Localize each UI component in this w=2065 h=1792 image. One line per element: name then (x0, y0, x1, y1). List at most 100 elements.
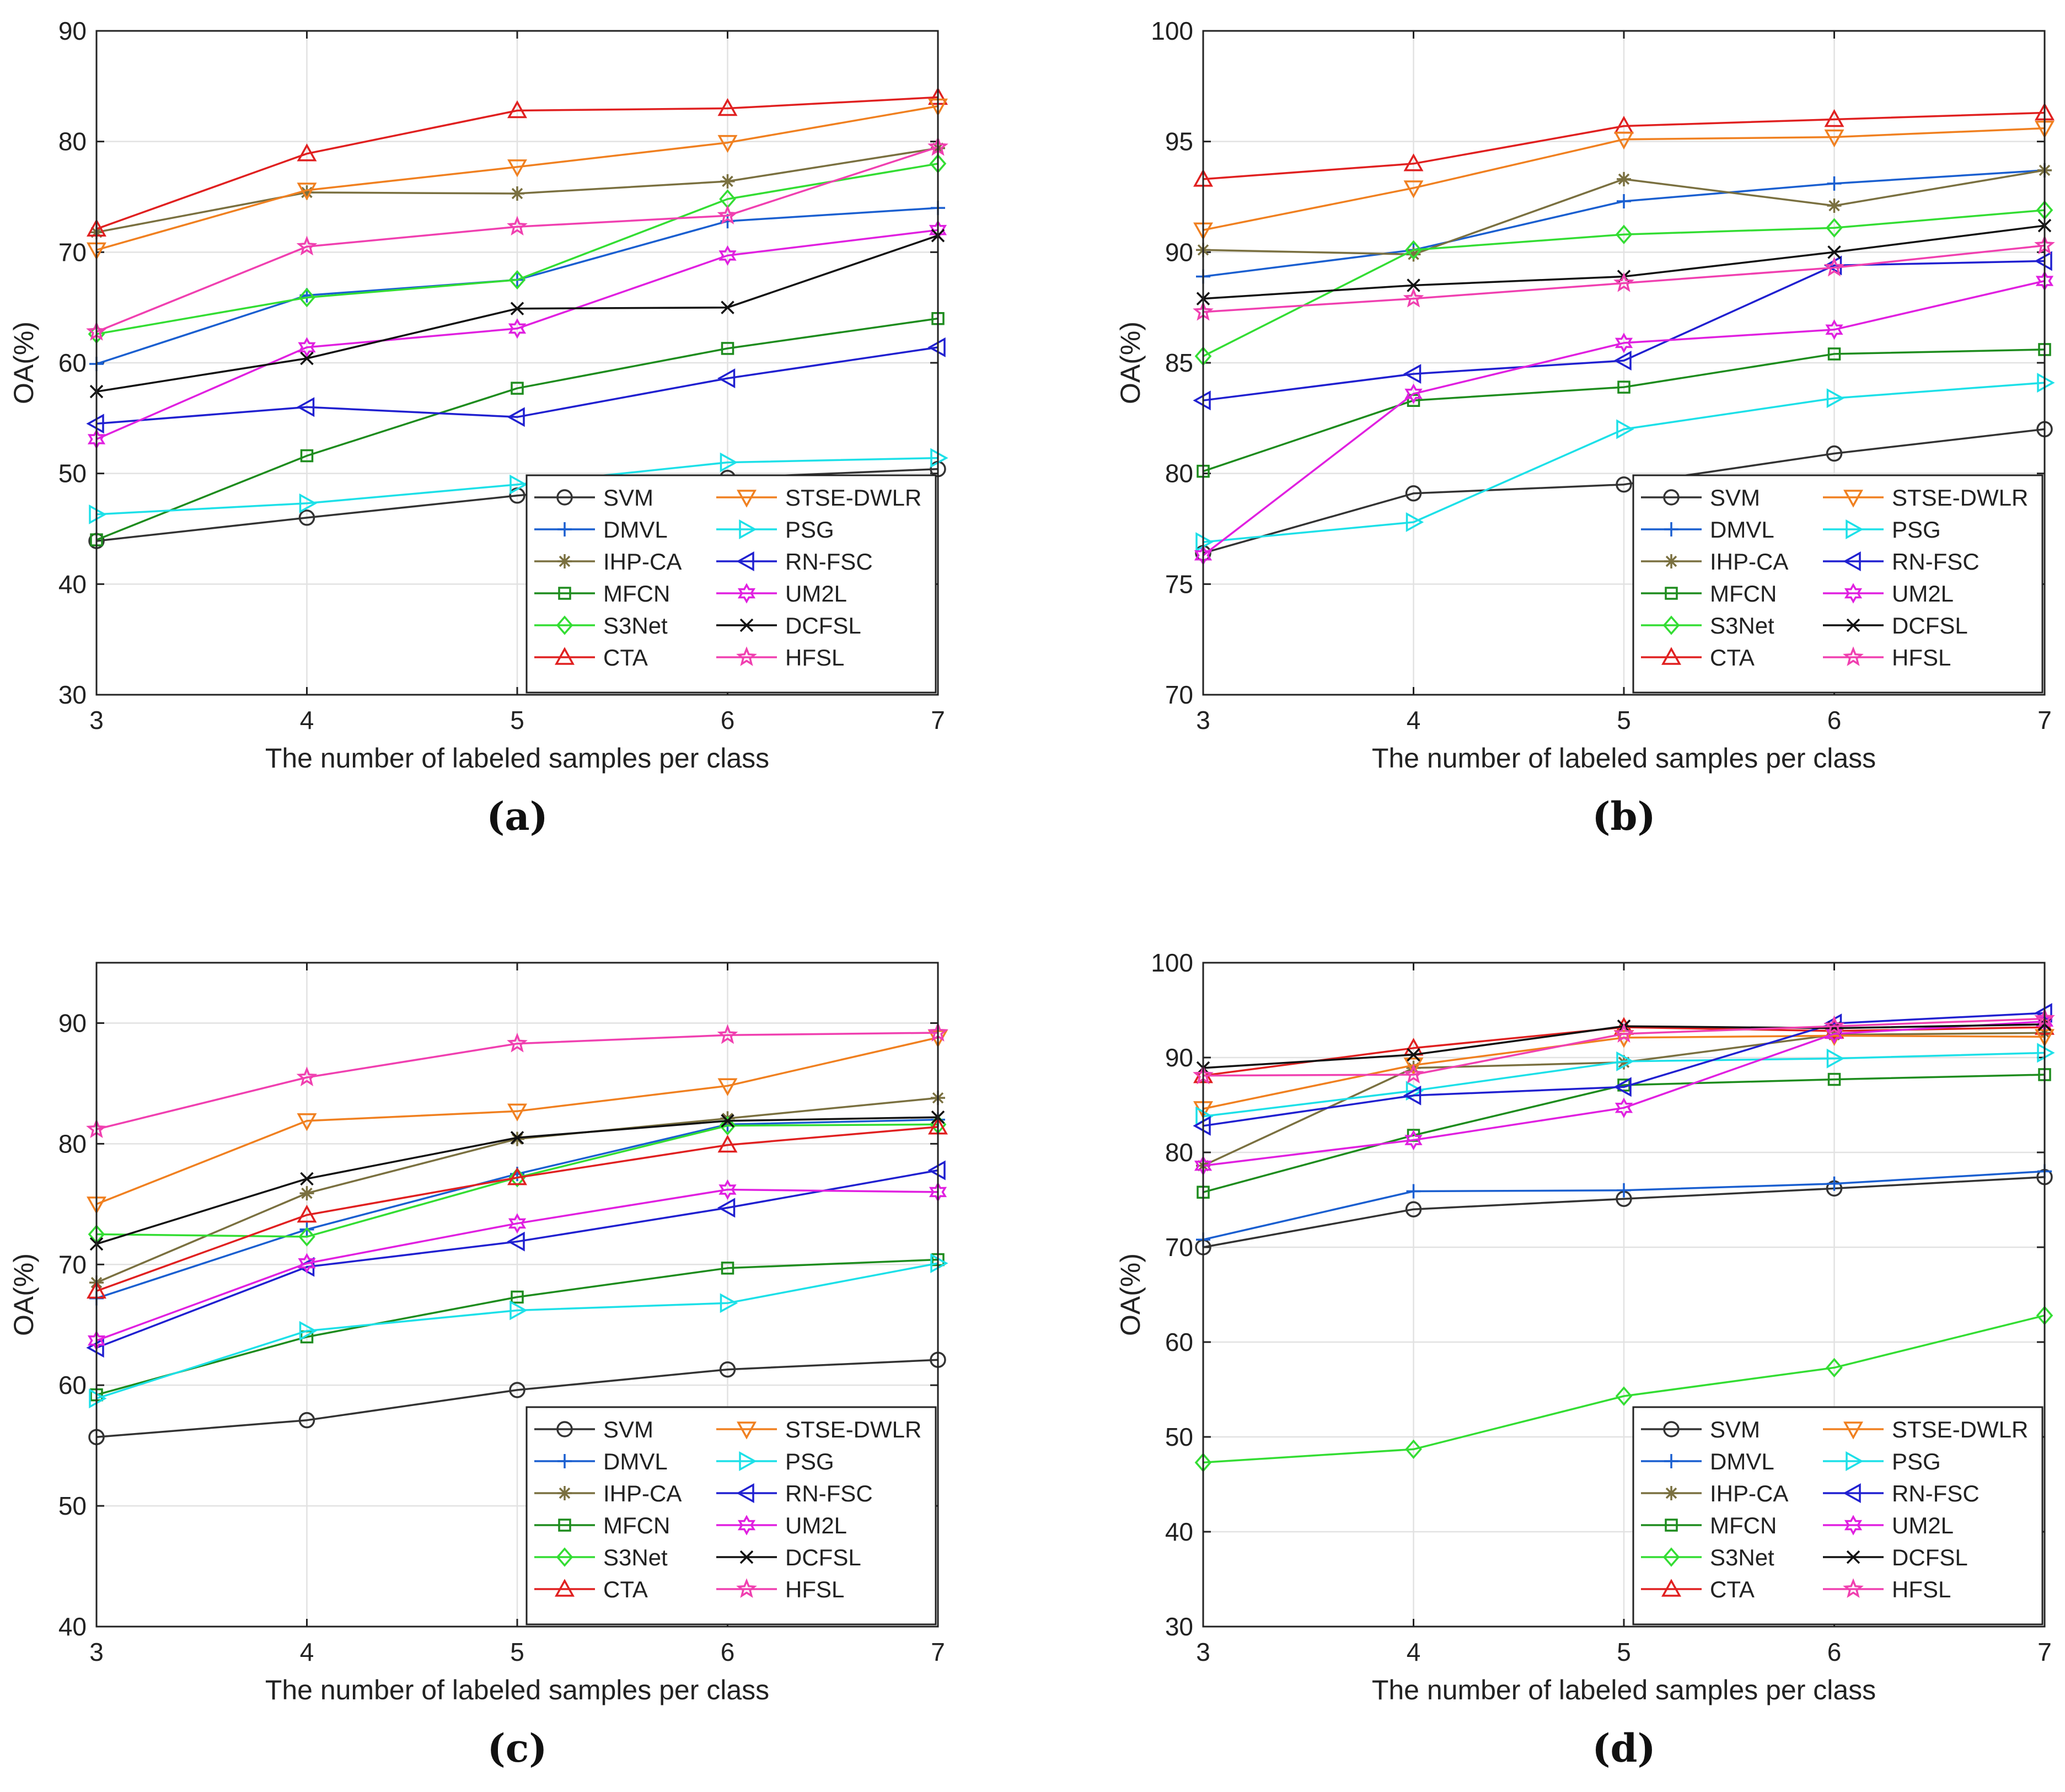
chart-b-legend-label-hfsl: HFSL (1892, 645, 1951, 670)
chart-a-point-s3net (298, 287, 315, 308)
chart-b-line-hfsl (1203, 244, 2045, 313)
chart-b-series-stse-dwlr (1193, 120, 2055, 240)
chart-d-series-s3net (1194, 1306, 2053, 1473)
chart-b-point-psg (1826, 388, 1845, 409)
chart-a-point-cta (507, 100, 527, 119)
chart-a-point-ihp-ca (510, 186, 524, 201)
chart-b-point-dmvl (1827, 176, 1842, 191)
chart-a-line-hfsl (96, 146, 938, 333)
chart-c-line-stse-dwlr (96, 1036, 938, 1205)
chart-a-legend-label-um2l: UM2L (785, 581, 847, 607)
chart-b-point-psg (1406, 512, 1424, 532)
chart-c-point-dcfsl (510, 1131, 524, 1145)
chart-b-line-um2l (1202, 280, 2045, 556)
chart-c-point-hfsl (507, 1032, 528, 1053)
chart-a-x-tick-label: 6 (721, 706, 735, 734)
chart-c-point-dcfsl (300, 1172, 314, 1186)
chart-a-x-tick-label: 3 (89, 706, 104, 734)
chart-c-point-mfcn (511, 1290, 524, 1304)
chart-a-axes-frame (95, 30, 939, 696)
chart-c-line-hfsl (96, 1032, 938, 1130)
chart-d-x-tick-label: 3 (1196, 1638, 1210, 1666)
chart-c-x-tick-label: 5 (510, 1638, 524, 1666)
chart-a-line-psg (96, 457, 938, 516)
chart-c-legend-marker-svm (556, 1421, 573, 1437)
chart-a-y-tick-label: 50 (58, 459, 87, 488)
chart-b-legend-label-dcfsl: DCFSL (1892, 613, 1968, 639)
chart-b-legend-marker-um2l (1844, 583, 1863, 604)
chart-a-line-rn-fsc (96, 346, 938, 425)
chart-a-point-rn-fsc (296, 397, 315, 417)
chart-b-legend-label-svm: SVM (1710, 485, 1760, 511)
chart-c-x-axis-label: The number of labeled samples per class (265, 1675, 769, 1705)
chart-b-legend-label-s3net: S3Net (1710, 613, 1774, 639)
chart-c-point-svm (298, 1412, 315, 1429)
chart-c-point-stse-dwlr (507, 1103, 527, 1122)
chart-d-caption: (d) (1592, 1725, 1655, 1771)
chart-c-point-psg (299, 1321, 318, 1341)
chart-d-y-tick-label: 50 (1165, 1423, 1193, 1451)
chart-d-point-psg (1826, 1048, 1845, 1069)
chart-d-y-tick-label: 30 (1165, 1612, 1193, 1641)
chart-c-series-svm (88, 1351, 946, 1446)
chart-a-point-ihp-ca (720, 174, 735, 189)
chart-d-y-tick-label: 40 (1165, 1517, 1193, 1546)
chart-c-legend-label-psg: PSG (785, 1448, 834, 1474)
chart-b-legend-marker-psg (1846, 519, 1864, 539)
chart-d-line-hfsl (1203, 1017, 2045, 1077)
chart-b-point-svm (1616, 476, 1632, 493)
chart-c-legend-marker-stse-dwlr (737, 1421, 757, 1440)
chart-a-legend: SVM DMVL IHP-CA MFCN S3Net CTA STSE-DWLR PSG RN-… (525, 474, 937, 694)
chart-c-line-mfcn (96, 1258, 938, 1396)
chart-b-point-stse-dwlr (1403, 180, 1424, 198)
chart-a-point-mfcn (511, 382, 524, 395)
chart-b-point-svm (1826, 445, 1843, 462)
chart-d-legend-label-svm: SVM (1710, 1417, 1760, 1442)
chart-d-legend-marker-psg (1846, 1451, 1864, 1471)
chart-d-x-tick-label: 4 (1407, 1638, 1421, 1666)
chart-c-legend-label-ihp-ca: IHP-CA (603, 1480, 682, 1506)
chart-a-legend-marker-psg (739, 519, 757, 539)
chart-a-point-mfcn (721, 342, 734, 355)
chart-b-line-cta (1203, 111, 2045, 180)
chart-c-legend-label-stse-dwlr: STSE-DWLR (785, 1417, 921, 1442)
chart-d-point-s3net (1826, 1358, 1843, 1378)
chart-d-x-tick-label: 5 (1617, 1638, 1631, 1666)
chart-a-point-psg (299, 493, 318, 513)
chart-c-y-axis-label: OA(%) (8, 1253, 39, 1336)
chart-b-x-tick-label: 7 (2037, 706, 2052, 734)
chart-b-x-tick-label: 4 (1407, 706, 1421, 734)
chart-a-legend-marker-cta (555, 647, 575, 665)
chart-a-legend-marker-dcfsl (739, 618, 754, 632)
chart-a-line-s3net (96, 163, 938, 335)
chart-b-legend-label-cta: CTA (1710, 645, 1755, 670)
chart-b-legend-marker-stse-dwlr (1843, 490, 1863, 508)
chart-a-legend-label-mfcn: MFCN (603, 581, 670, 607)
chart-b-series-s3net (1194, 200, 2053, 366)
chart-d-legend-label-ihp-ca: IHP-CA (1710, 1480, 1788, 1506)
chart-d-point-hfsl (1613, 1023, 1634, 1043)
chart-c-point-s3net (298, 1227, 315, 1247)
chart-a: 3 4 5 6 7 30 40 50 60 70 80 90 The number of labeled… (8, 17, 948, 839)
chart-a-y-tick-label: 90 (58, 17, 87, 45)
chart-d: 3 4 5 6 7 30 40 50 60 70 80 90 100 The number of labe… (1115, 948, 2055, 1771)
chart-a-legend-label-svm: SVM (603, 485, 653, 511)
chart-d-point-dmvl (1617, 1183, 1631, 1198)
chart-a-point-cta (297, 143, 317, 162)
chart-b-point-stse-dwlr (1614, 131, 1634, 150)
chart-c-x-tick-label: 3 (89, 1638, 104, 1666)
chart-d-legend-label-cta: CTA (1710, 1576, 1755, 1602)
chart-a-point-stse-dwlr (507, 159, 527, 178)
chart-a-legend-label-ihp-ca: IHP-CA (603, 549, 682, 575)
chart-c-legend-marker-s3net (556, 1547, 573, 1567)
chart-d-legend-label-s3net: S3Net (1710, 1544, 1774, 1570)
chart-c-y-tick-label: 80 (58, 1129, 87, 1158)
chart-b-y-tick-label: 100 (1151, 17, 1193, 45)
chart-b-legend-marker-hfsl (1843, 646, 1864, 666)
chart-d-line-s3net (1203, 1315, 2045, 1464)
chart-c-y-tick-label: 60 (58, 1371, 87, 1399)
chart-a-legend-label-s3net: S3Net (603, 613, 668, 639)
chart-d-x-tick-label: 6 (1827, 1638, 1842, 1666)
chart-b: 3 4 5 6 7 70 75 80 85 90 95 100 The number of labele… (1115, 17, 2055, 839)
chart-c-y-tick-label: 90 (58, 1008, 87, 1037)
